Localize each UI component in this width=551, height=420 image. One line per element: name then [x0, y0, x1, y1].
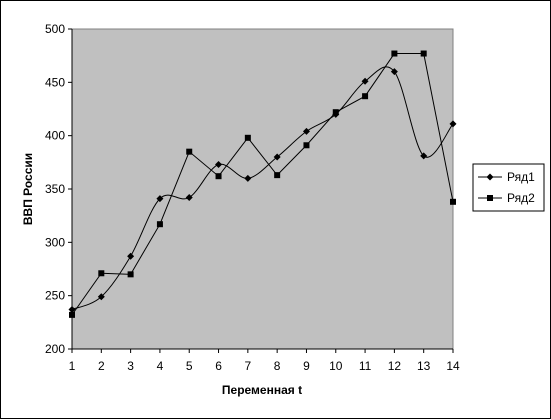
series-2-point — [391, 50, 398, 57]
series-2-point — [420, 50, 427, 57]
legend-marker-series-2 — [487, 195, 493, 201]
x-axis-title: Переменная t — [222, 383, 302, 397]
y-tick-label: 450 — [45, 75, 65, 89]
legend-marker-series-1 — [486, 173, 494, 181]
x-tick-label: 11 — [359, 359, 372, 373]
y-tick-label: 200 — [45, 342, 65, 356]
x-tick-label: 1 — [69, 359, 76, 373]
series-2-line — [71, 53, 454, 316]
series-1-point — [185, 194, 193, 202]
series-2-point — [303, 142, 310, 149]
series-markers — [68, 50, 457, 318]
series-1-point — [127, 252, 135, 260]
axes — [68, 28, 454, 353]
series-1-point — [449, 120, 457, 128]
series-2-point — [127, 271, 134, 278]
y-tick-label: 250 — [45, 289, 65, 303]
series-1-point — [156, 195, 164, 203]
series-1-point — [244, 174, 252, 182]
legend-label-series-1: Ряд1 — [507, 170, 535, 184]
x-tick-label: 7 — [245, 359, 252, 373]
x-tick-label: 3 — [127, 359, 134, 373]
series-2-point — [156, 221, 163, 228]
x-tick-label: 8 — [274, 359, 281, 373]
series-1-point — [273, 153, 281, 161]
x-tick-label: 2 — [98, 359, 105, 373]
series-2-point — [450, 198, 456, 205]
x-tick-label: 9 — [303, 359, 310, 373]
x-tick-label: 10 — [329, 359, 343, 373]
y-axis-title: ВВП России — [21, 153, 35, 225]
series-2-point — [332, 109, 339, 116]
legend-label-series-2: Ряд2 — [507, 191, 535, 205]
series-1-point — [302, 127, 310, 135]
y-tick-label: 300 — [45, 235, 65, 249]
x-tick-label: 13 — [417, 359, 431, 373]
series-1-point — [97, 293, 105, 301]
series-2-point — [215, 173, 222, 180]
legend: Ряд1 Ряд2 — [472, 163, 545, 212]
series-2-point — [274, 172, 281, 179]
plot-area — [71, 28, 454, 350]
x-tick-label: 12 — [388, 359, 402, 373]
series-2-point — [69, 311, 75, 318]
series-1-point — [68, 306, 76, 314]
series-1-point — [390, 68, 398, 76]
x-tick-label: 5 — [186, 359, 193, 373]
series-2-point — [186, 148, 193, 155]
series-1-point — [420, 152, 428, 160]
series-1-point — [215, 160, 223, 168]
series-2-point — [244, 134, 251, 141]
y-tick-label: 350 — [45, 182, 65, 196]
x-tick-label: 6 — [215, 359, 222, 373]
series-1-point — [361, 77, 369, 85]
x-tick-label: 14 — [446, 359, 460, 373]
series-2-point — [362, 93, 369, 100]
y-tick-label: 500 — [45, 22, 65, 36]
x-tick-label: 4 — [157, 359, 164, 373]
y-tick-label: 400 — [45, 129, 65, 143]
series-2-point — [98, 270, 105, 277]
legend-box — [472, 163, 545, 212]
